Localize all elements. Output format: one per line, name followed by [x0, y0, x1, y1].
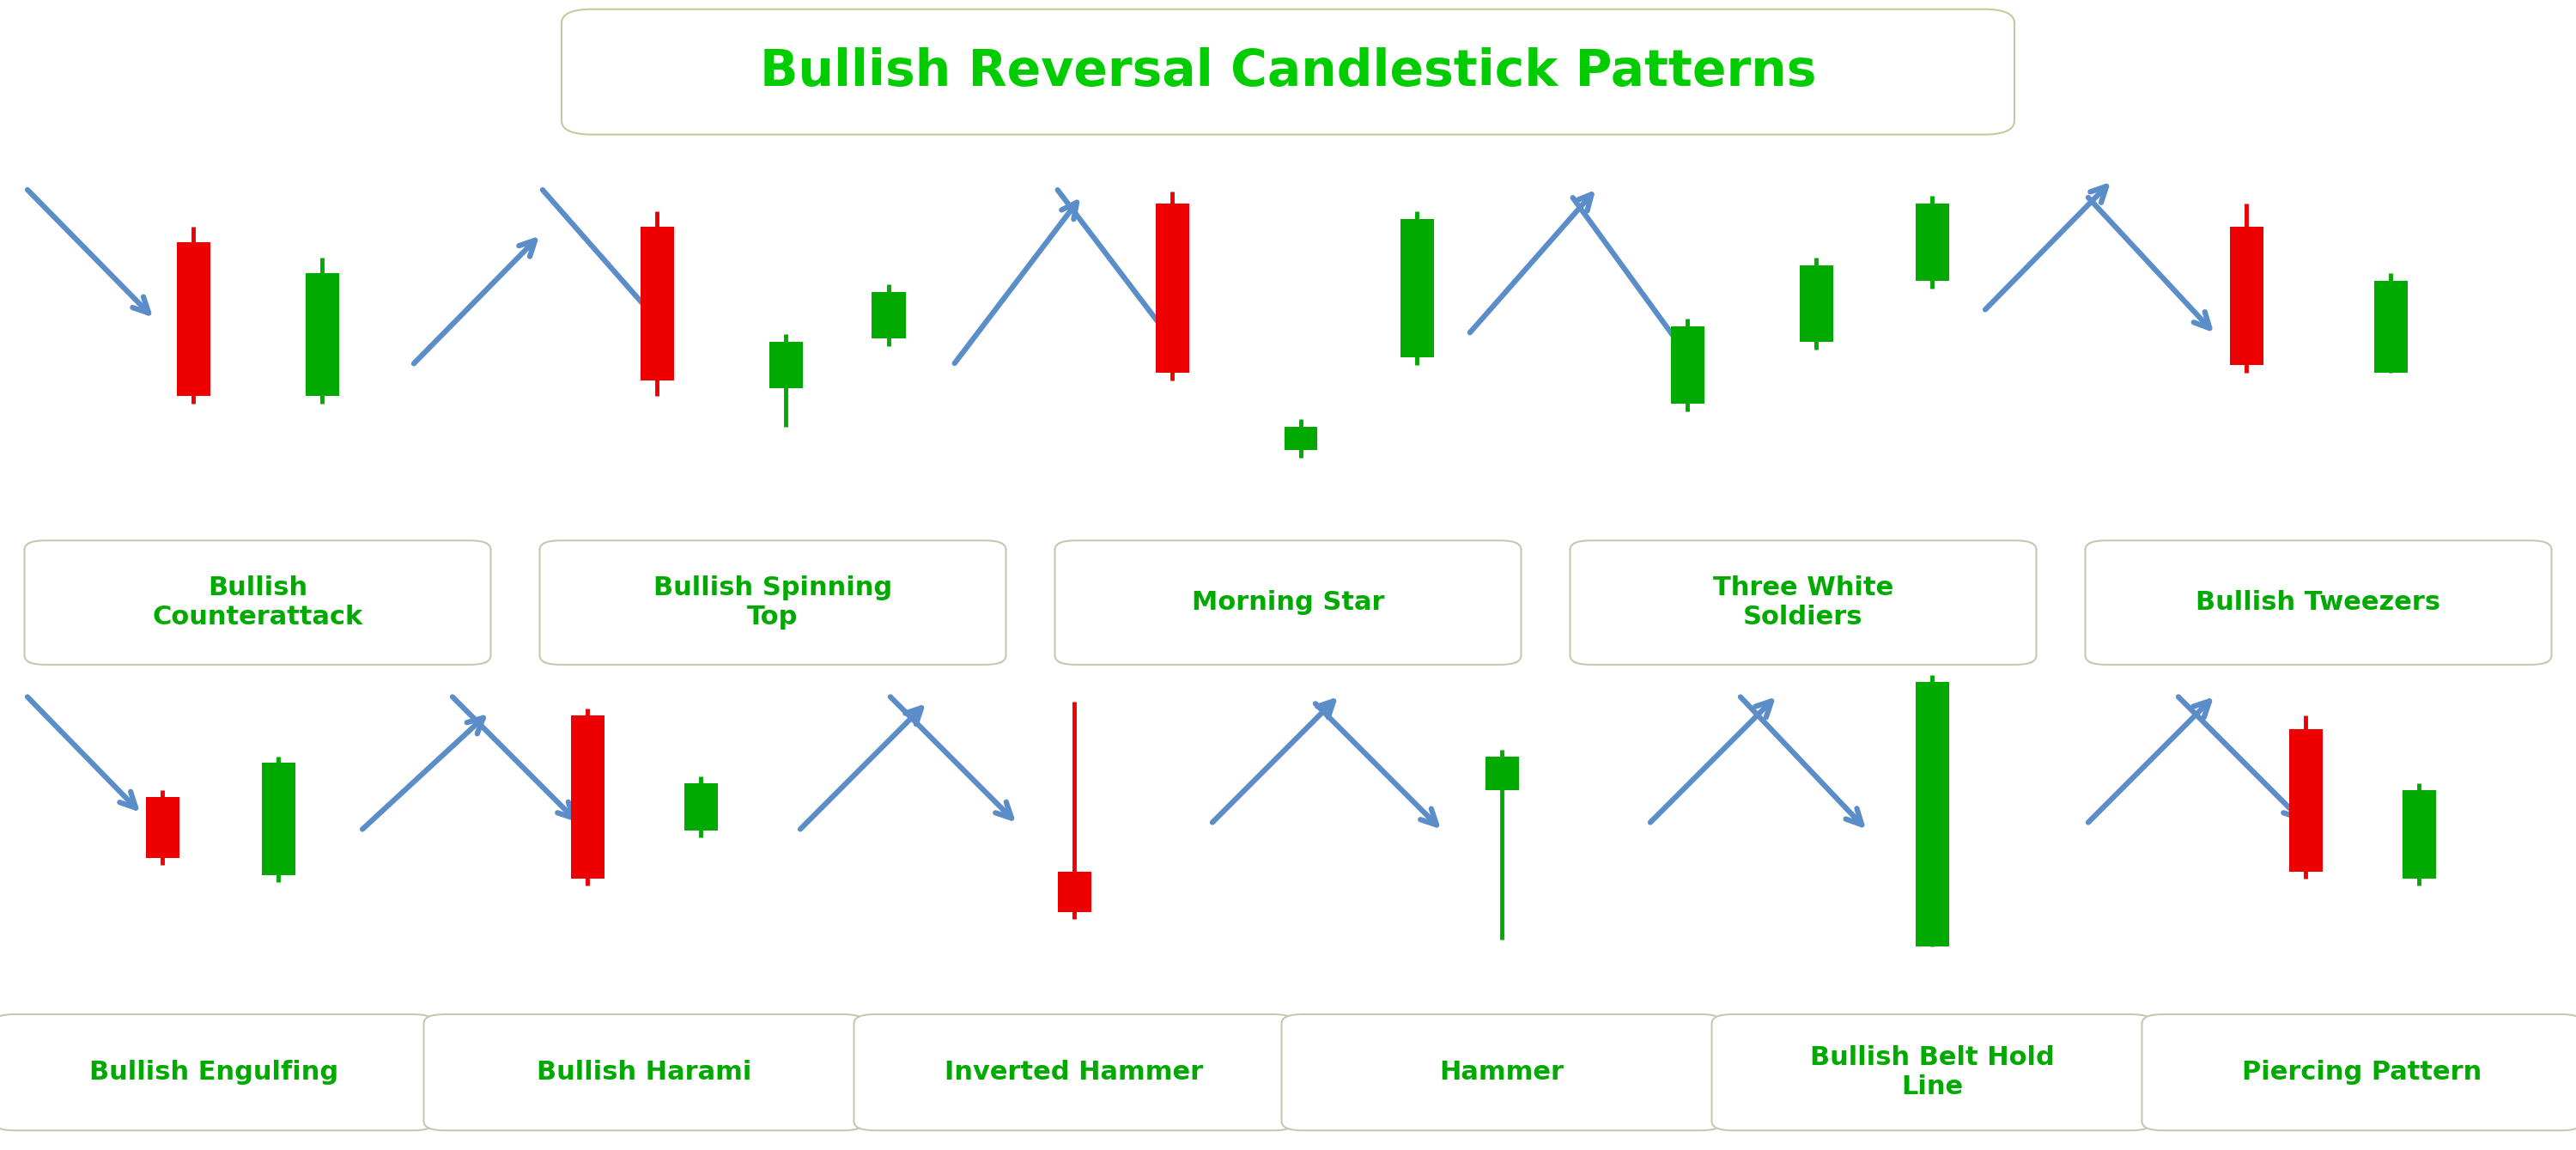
- FancyBboxPatch shape: [1280, 1014, 1721, 1130]
- FancyBboxPatch shape: [1710, 1014, 2151, 1130]
- Bar: [871, 292, 907, 338]
- FancyBboxPatch shape: [2143, 1014, 2576, 1130]
- Text: Bullish Tweezers: Bullish Tweezers: [2195, 590, 2442, 615]
- FancyBboxPatch shape: [562, 9, 2014, 135]
- FancyBboxPatch shape: [1569, 540, 2035, 665]
- FancyBboxPatch shape: [853, 1014, 1293, 1130]
- Bar: [2228, 227, 2262, 366]
- FancyBboxPatch shape: [422, 1014, 863, 1130]
- Bar: [768, 342, 804, 389]
- Bar: [2375, 281, 2409, 373]
- Text: Bullish
Counterattack: Bullish Counterattack: [152, 576, 363, 629]
- Bar: [1154, 204, 1188, 373]
- Text: Three White
Soldiers: Three White Soldiers: [1713, 576, 1893, 629]
- Bar: [1914, 682, 1947, 946]
- Text: Bullish Reversal Candlestick Patterns: Bullish Reversal Candlestick Patterns: [760, 47, 1816, 95]
- Text: Hammer: Hammer: [1440, 1060, 1564, 1084]
- Bar: [2287, 729, 2324, 872]
- Bar: [144, 797, 178, 858]
- FancyBboxPatch shape: [0, 1014, 433, 1130]
- Bar: [1056, 872, 1092, 912]
- Bar: [639, 227, 675, 381]
- Text: Inverted Hammer: Inverted Hammer: [945, 1060, 1203, 1084]
- Bar: [1798, 265, 1834, 342]
- Text: Morning Star: Morning Star: [1193, 590, 1383, 615]
- Bar: [2403, 790, 2437, 879]
- Bar: [1914, 204, 1947, 281]
- Bar: [1401, 218, 1435, 358]
- Bar: [263, 764, 294, 875]
- Text: Bullish Engulfing: Bullish Engulfing: [90, 1060, 337, 1084]
- Text: Bullish Spinning
Top: Bullish Spinning Top: [654, 576, 891, 629]
- Bar: [572, 715, 603, 879]
- FancyBboxPatch shape: [2087, 540, 2550, 665]
- Text: Piercing Pattern: Piercing Pattern: [2241, 1060, 2483, 1084]
- Bar: [1283, 427, 1316, 450]
- FancyBboxPatch shape: [1056, 540, 1520, 665]
- Bar: [1484, 757, 1520, 790]
- Bar: [685, 783, 716, 830]
- FancyBboxPatch shape: [538, 540, 1005, 665]
- Bar: [175, 242, 211, 396]
- Bar: [304, 273, 340, 396]
- Text: Bullish Harami: Bullish Harami: [536, 1060, 752, 1084]
- Bar: [1669, 327, 1705, 404]
- Text: Bullish Belt Hold
Line: Bullish Belt Hold Line: [1811, 1045, 2053, 1099]
- FancyBboxPatch shape: [26, 540, 489, 665]
